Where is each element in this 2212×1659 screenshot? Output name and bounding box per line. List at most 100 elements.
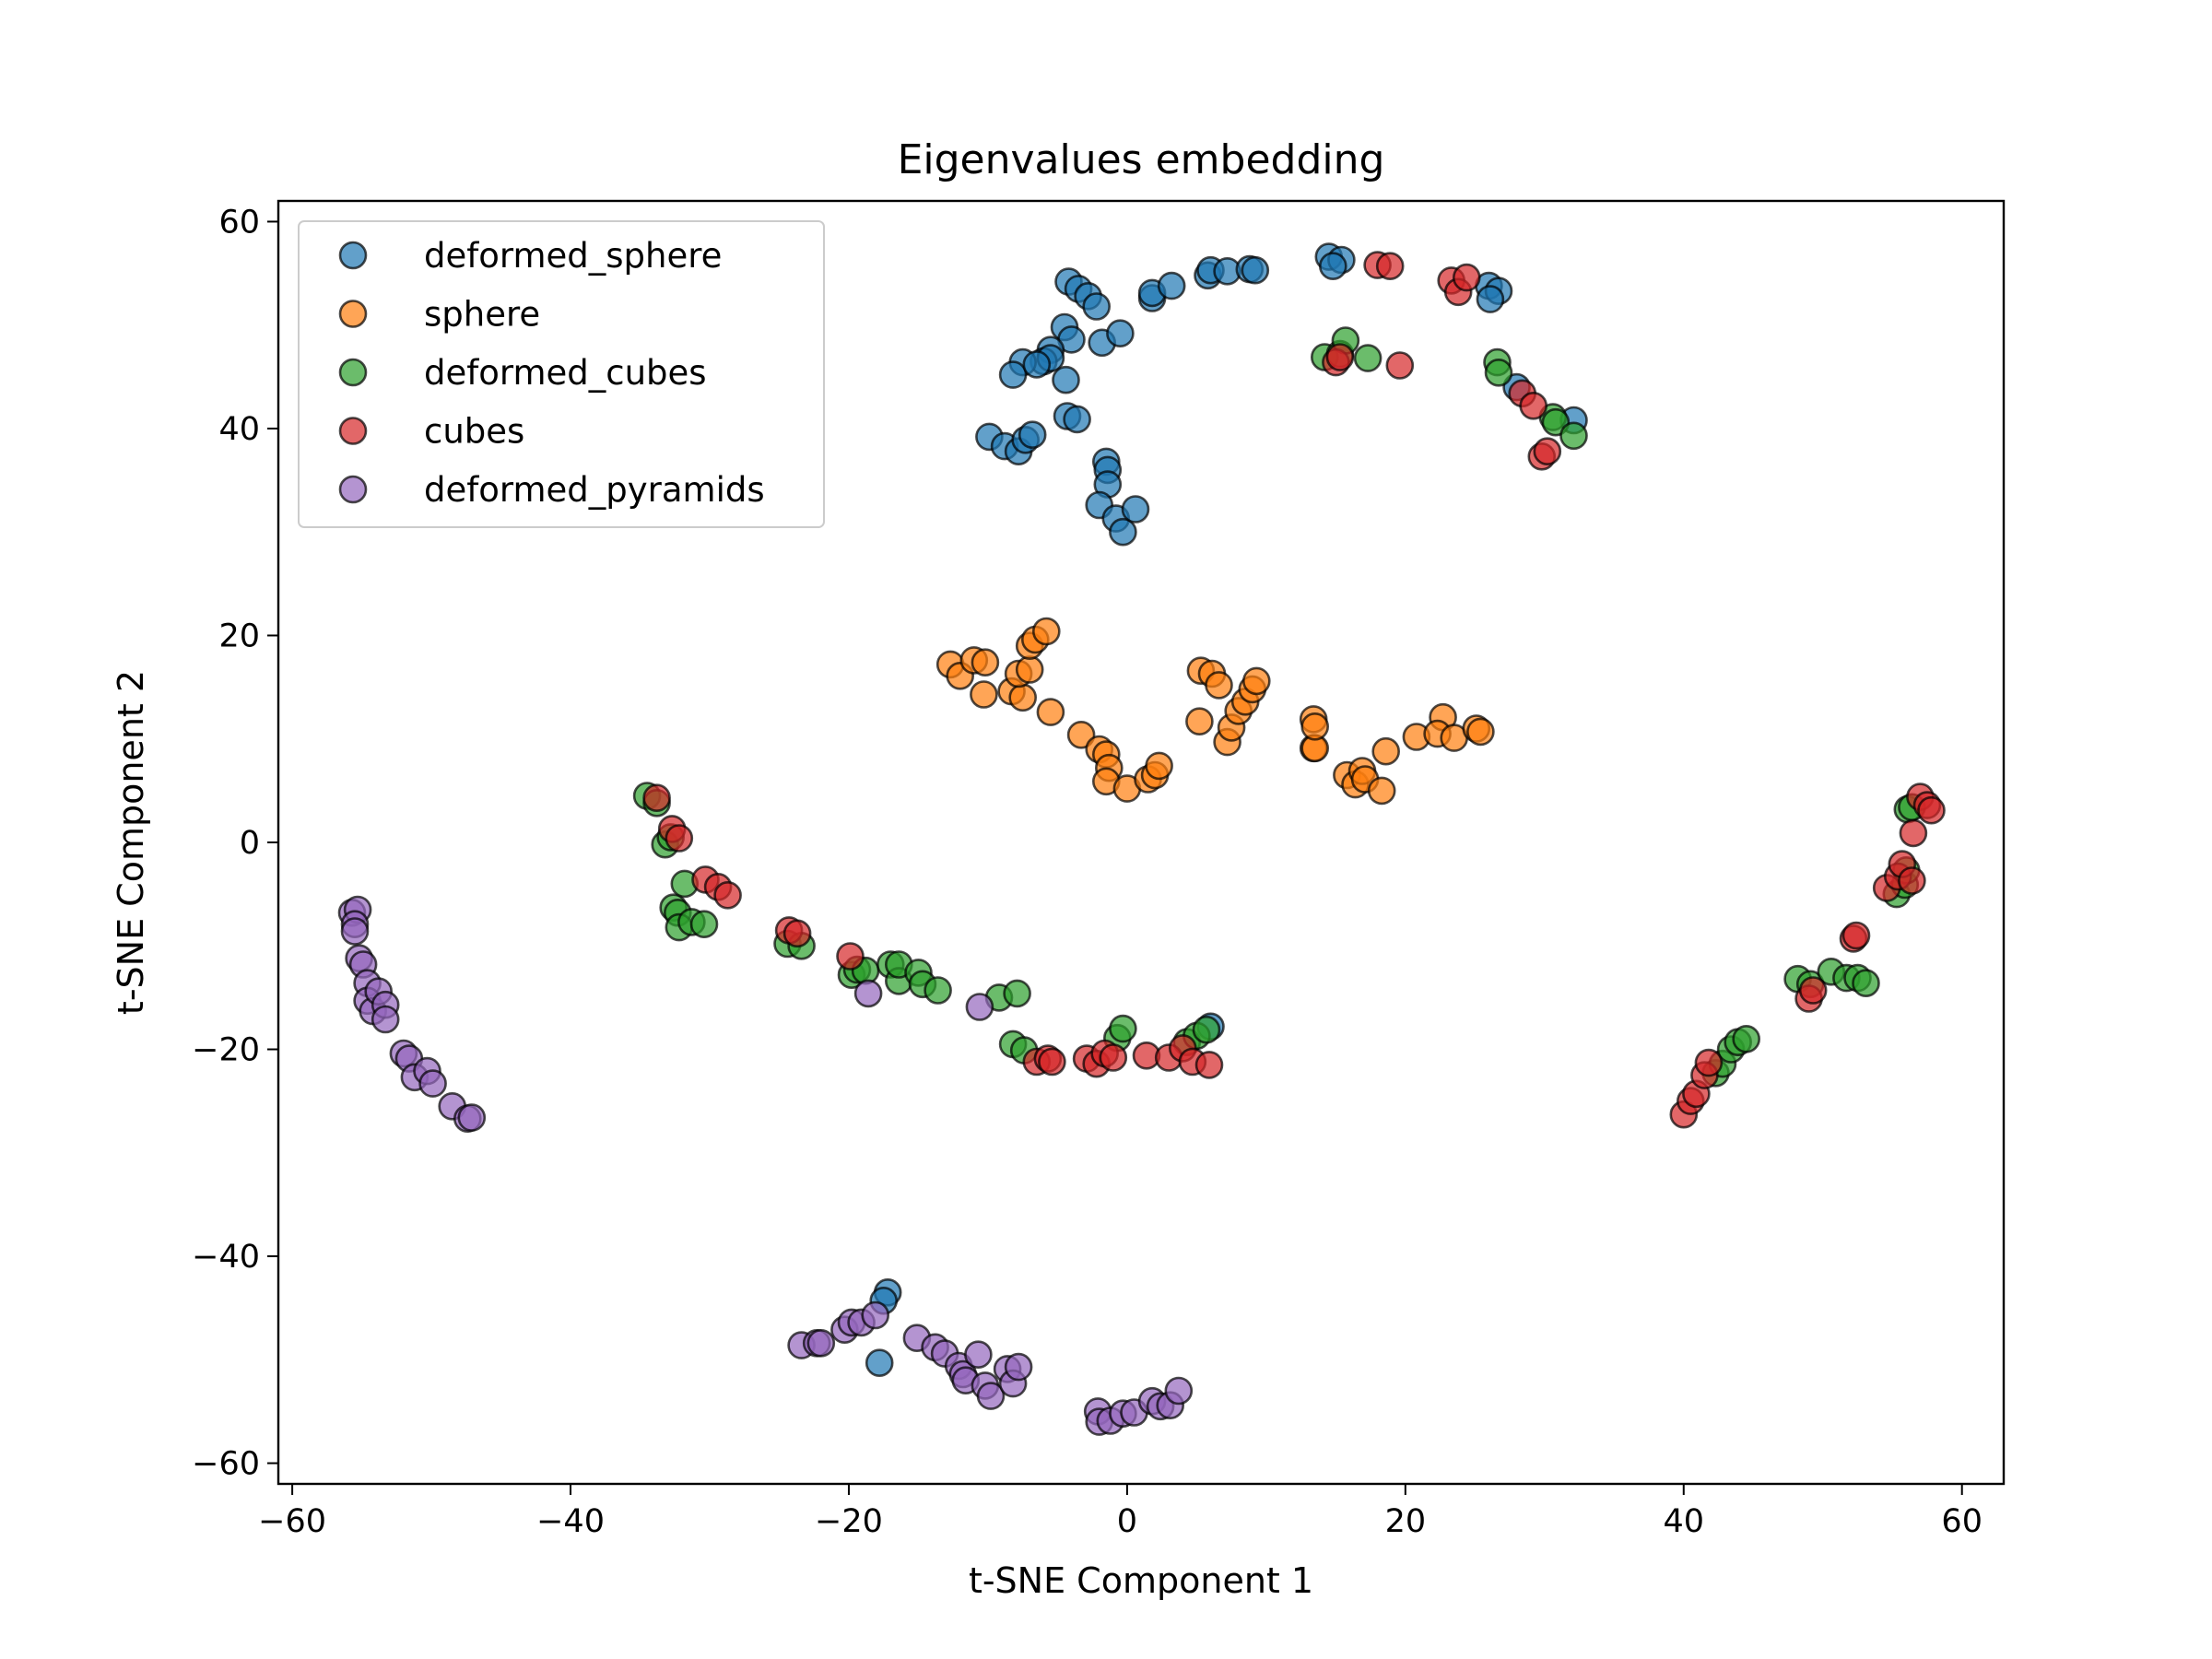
legend-entry-cubes: cubes bbox=[338, 412, 524, 452]
data-point bbox=[1157, 271, 1186, 300]
data-point bbox=[865, 1348, 894, 1377]
data-point bbox=[665, 824, 694, 853]
data-point bbox=[1371, 736, 1400, 766]
legend-label: cubes bbox=[424, 412, 524, 452]
data-point bbox=[1008, 683, 1037, 712]
data-point bbox=[1185, 707, 1214, 736]
data-point bbox=[1063, 405, 1091, 434]
legend-entry-deformed_pyramids: deformed_pyramids bbox=[338, 470, 765, 510]
data-point bbox=[1018, 420, 1047, 450]
data-point bbox=[1121, 495, 1150, 524]
y-tick-label: −40 bbox=[192, 1239, 260, 1276]
data-point bbox=[1732, 1025, 1760, 1053]
data-point bbox=[1052, 365, 1080, 394]
data-point bbox=[1099, 1043, 1128, 1072]
data-point bbox=[1109, 517, 1137, 547]
x-tick-label: −20 bbox=[815, 1503, 883, 1540]
legend-box bbox=[298, 220, 825, 528]
data-point bbox=[1036, 698, 1065, 726]
data-point bbox=[1082, 292, 1111, 321]
legend-label: deformed_pyramids bbox=[424, 470, 765, 510]
legend-label: deformed_cubes bbox=[424, 353, 707, 393]
data-point bbox=[1519, 391, 1547, 420]
data-point bbox=[1194, 1051, 1224, 1079]
data-point bbox=[1241, 255, 1270, 285]
x-axis: −60 −40 −20 0 20 40 60 bbox=[258, 1484, 1983, 1540]
data-point bbox=[964, 1340, 993, 1369]
x-tick-label: −60 bbox=[258, 1503, 326, 1540]
y-tick-label: −20 bbox=[192, 1032, 260, 1069]
x-axis-label: t-SNE Component 1 bbox=[969, 1560, 1313, 1601]
data-point bbox=[1476, 285, 1505, 313]
data-point bbox=[418, 1069, 447, 1098]
data-point bbox=[1164, 1376, 1194, 1406]
data-point bbox=[998, 360, 1028, 389]
data-point bbox=[1841, 921, 1871, 950]
data-point bbox=[1066, 720, 1096, 749]
data-point bbox=[1145, 751, 1173, 781]
data-point bbox=[1798, 976, 1828, 1005]
y-axis: −60 −40 −20 0 20 40 60 bbox=[192, 204, 278, 1483]
data-point bbox=[1533, 437, 1562, 466]
data-point bbox=[713, 880, 742, 910]
x-tick-label: 40 bbox=[1664, 1503, 1705, 1540]
data-point bbox=[1038, 1047, 1066, 1077]
data-point bbox=[642, 783, 671, 813]
y-axis-label: t-SNE Component 2 bbox=[111, 670, 151, 1015]
data-point bbox=[1367, 776, 1396, 806]
data-point bbox=[782, 919, 812, 948]
data-point bbox=[1559, 421, 1588, 451]
series-sphere bbox=[935, 617, 1495, 806]
x-tick-label: 0 bbox=[1117, 1503, 1137, 1540]
data-point bbox=[1353, 344, 1382, 372]
x-tick-label: 20 bbox=[1385, 1503, 1427, 1540]
data-point bbox=[861, 1300, 890, 1330]
data-point bbox=[1319, 252, 1347, 281]
data-point bbox=[965, 993, 994, 1021]
series-cubes bbox=[642, 251, 1946, 1129]
y-tick-label: −60 bbox=[192, 1446, 260, 1483]
data-point bbox=[1015, 655, 1044, 684]
legend-entry-sphere: sphere bbox=[338, 295, 540, 335]
data-point bbox=[924, 976, 952, 1005]
data-point bbox=[1385, 351, 1415, 380]
data-point bbox=[340, 917, 370, 946]
points-layer bbox=[337, 242, 1946, 1436]
legend-label: sphere bbox=[424, 295, 540, 335]
data-point bbox=[1694, 1048, 1724, 1077]
data-point bbox=[1022, 350, 1052, 379]
data-point bbox=[1466, 717, 1495, 747]
data-point bbox=[1003, 979, 1031, 1008]
y-tick-label: 0 bbox=[240, 825, 260, 862]
data-point bbox=[1898, 866, 1926, 895]
legend-marker bbox=[338, 241, 368, 270]
series-deformed_pyramids bbox=[337, 895, 1194, 1436]
legend-label: deformed_sphere bbox=[424, 236, 722, 276]
y-tick-label: 40 bbox=[218, 411, 260, 448]
data-point bbox=[1106, 319, 1135, 348]
y-tick-label: 20 bbox=[218, 618, 260, 654]
data-point bbox=[1242, 666, 1271, 696]
data-point bbox=[1453, 263, 1481, 292]
data-point bbox=[1917, 795, 1946, 825]
data-point bbox=[1004, 1352, 1033, 1382]
data-point bbox=[1375, 252, 1405, 281]
data-point bbox=[1484, 358, 1513, 387]
data-point bbox=[689, 910, 719, 939]
data-point bbox=[457, 1103, 487, 1132]
legend-marker bbox=[338, 358, 368, 387]
data-point bbox=[1300, 712, 1329, 741]
y-tick-label: 60 bbox=[218, 204, 260, 241]
data-point bbox=[371, 1005, 400, 1034]
data-point bbox=[836, 942, 865, 971]
data-point bbox=[976, 1382, 1006, 1410]
legend-marker bbox=[338, 417, 368, 445]
data-point bbox=[971, 648, 1000, 677]
legend-marker bbox=[338, 475, 368, 504]
x-tick-label: −40 bbox=[536, 1503, 605, 1540]
chart-title: Eigenvalues embedding bbox=[898, 136, 1385, 183]
data-point bbox=[1325, 343, 1355, 371]
data-point bbox=[1192, 1015, 1221, 1044]
